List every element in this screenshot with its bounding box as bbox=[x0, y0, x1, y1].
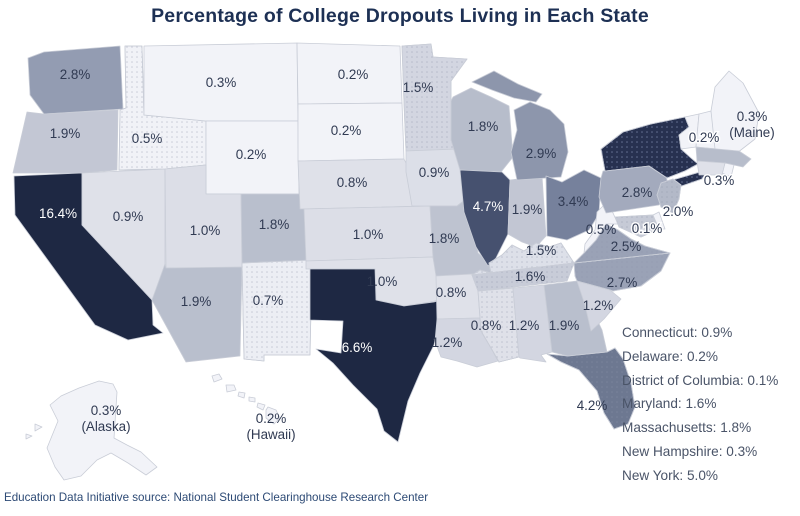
state-label-ca: 16.4% bbox=[39, 206, 77, 221]
state-tx bbox=[309, 268, 445, 443]
state-label-ia: 0.9% bbox=[419, 165, 450, 180]
state-label-mt: 0.3% bbox=[206, 75, 237, 90]
state-label-mn: 1.5% bbox=[403, 80, 434, 95]
list-item: New Hampshire: 0.3% bbox=[622, 443, 758, 459]
list-item: New York: 5.0% bbox=[622, 467, 718, 483]
source-note: Education Data Initiative source: Nation… bbox=[4, 491, 429, 504]
state-label-tn: 1.6% bbox=[515, 269, 546, 284]
state-label-hi: 0.2% bbox=[256, 411, 287, 426]
state-label-ky: 1.5% bbox=[526, 243, 557, 258]
state-label-fl: 4.2% bbox=[577, 398, 608, 413]
state-sublabel-hi: (Hawaii) bbox=[246, 427, 295, 442]
state-label-ne: 0.8% bbox=[337, 175, 368, 190]
state-label-tx: 6.6% bbox=[342, 340, 373, 355]
state-label-ar: 0.8% bbox=[436, 285, 467, 300]
state-ct bbox=[696, 160, 726, 176]
state-de bbox=[652, 211, 666, 230]
state-label-az: 1.9% bbox=[181, 294, 212, 309]
list-item: Connecticut: 0.9% bbox=[622, 325, 733, 340]
state-sublabel-ak: (Alaska) bbox=[81, 419, 130, 434]
state-label-mi: 2.9% bbox=[526, 146, 557, 161]
state-label-dc: 0.1% bbox=[632, 221, 663, 236]
state-nm bbox=[241, 259, 313, 362]
state-label-nv: 0.9% bbox=[113, 209, 144, 224]
state-label-al: 1.2% bbox=[509, 318, 540, 333]
state-label-in: 1.9% bbox=[512, 202, 543, 217]
state-label-ri: 0.3% bbox=[704, 173, 735, 188]
state-az bbox=[151, 263, 243, 363]
state-mi bbox=[471, 70, 569, 181]
list-item: Massachusetts: 1.8% bbox=[622, 420, 752, 436]
state-label-ok: 1.0% bbox=[367, 274, 398, 289]
state-label-wv: 0.5% bbox=[586, 222, 617, 237]
state-label-sd: 0.2% bbox=[331, 123, 362, 138]
small-states-list: Connecticut: 0.9% Delaware: 0.2% Distric… bbox=[622, 321, 778, 488]
list-item: District of Columbia: 0.1% bbox=[622, 372, 779, 388]
state-label-ks: 1.0% bbox=[353, 227, 384, 242]
state-label-oh: 3.4% bbox=[558, 194, 589, 209]
state-label-pa: 2.8% bbox=[622, 185, 653, 200]
state-or bbox=[12, 109, 119, 174]
state-label-or: 1.9% bbox=[50, 126, 81, 141]
state-label-id: 0.5% bbox=[132, 131, 163, 146]
state-label-ga: 1.9% bbox=[549, 318, 580, 333]
state-label-nm: 0.7% bbox=[253, 293, 284, 308]
list-item: Maryland: 1.6% bbox=[622, 396, 717, 412]
state-label-nj: 2.0% bbox=[663, 204, 694, 219]
state-label-co: 1.8% bbox=[259, 217, 290, 232]
state-label-il: 4.7% bbox=[473, 199, 504, 214]
state-label-wi: 1.8% bbox=[468, 119, 499, 134]
state-label-sc: 1.2% bbox=[583, 298, 614, 313]
state-label-wy: 0.2% bbox=[236, 147, 267, 162]
state-labels: 2.8% 1.9% 16.4% 0.9% 0.5% 0.3% 0.2% 1.0% 1.9% 0.7… bbox=[39, 67, 775, 442]
state-label-ut: 1.0% bbox=[190, 223, 221, 238]
state-label-wa: 2.8% bbox=[60, 67, 91, 82]
state-dc bbox=[638, 228, 645, 235]
state-label-la: 1.2% bbox=[432, 335, 463, 350]
state-sublabel-me: (Maine) bbox=[729, 125, 774, 140]
state-label-ms: 0.8% bbox=[471, 318, 502, 333]
state-label-nc: 2.7% bbox=[607, 275, 638, 290]
state-label-va: 2.5% bbox=[611, 239, 642, 254]
state-label-ak: 0.3% bbox=[91, 403, 122, 418]
state-label-nd: 0.2% bbox=[338, 67, 369, 82]
state-label-me: 0.3% bbox=[737, 109, 768, 124]
state-label-mo: 1.8% bbox=[429, 231, 460, 246]
state-wi bbox=[450, 87, 514, 173]
state-hi bbox=[211, 373, 281, 425]
list-item: Delaware: 0.2% bbox=[622, 348, 718, 364]
state-label-vt: 0.2% bbox=[689, 130, 720, 145]
chart-title: Percentage of College Dropouts Living in… bbox=[151, 5, 649, 27]
state-ak bbox=[25, 380, 158, 481]
